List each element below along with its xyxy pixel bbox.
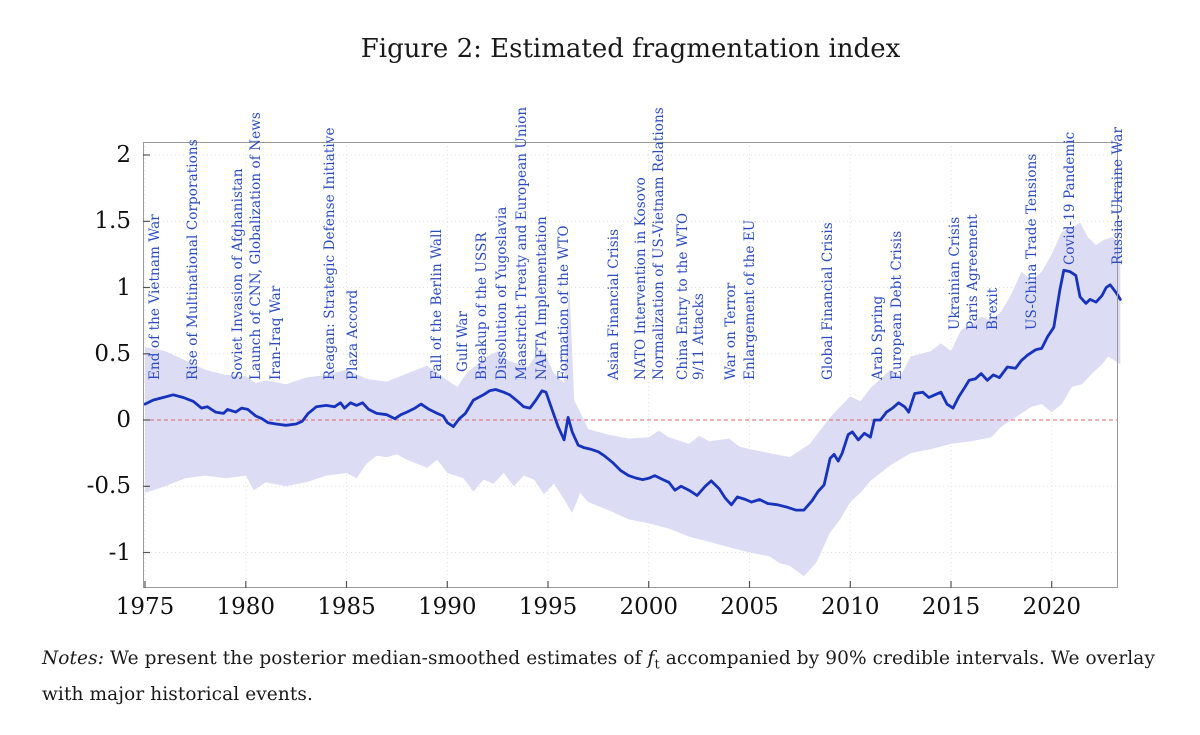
event-label: Iran-Iraq War: [267, 285, 284, 380]
event-label: Normalization of US-Vietnam Relations: [650, 107, 667, 380]
event-label: Plaza Accord: [344, 289, 361, 380]
event-label: Launch of CNN, Globalization of News: [247, 112, 264, 380]
figure-notes: Notes: We present the posterior median-s…: [42, 644, 1177, 709]
event-label: Paris Agreement: [965, 214, 982, 330]
event-label: End of the Vietnam War: [147, 214, 164, 380]
event-label: Gulf War: [455, 310, 472, 372]
x-axis-tick-label: 2000: [619, 594, 679, 620]
y-axis-tick-label: 1.5: [94, 208, 131, 235]
y-axis-tick-label: -1: [108, 539, 131, 566]
event-label: Enlargement of the EU: [741, 219, 758, 380]
x-axis-tick-label: 2015: [921, 594, 981, 620]
y-axis-tick-label: 0: [116, 407, 131, 433]
event-label: NATO Intervention in Kosovo: [632, 177, 649, 380]
x-axis-tick-label: 2020: [1022, 594, 1082, 620]
x-axis-tick-label: 2005: [720, 594, 779, 620]
event-label: China Entry to the WTO: [675, 212, 691, 380]
x-axis-tick-label: 1990: [417, 594, 477, 620]
event-label: European Debt Crisis: [888, 230, 905, 380]
x-axis-tick-label: 1980: [216, 594, 276, 620]
event-label: 9/11 Attacks: [691, 293, 708, 380]
event-label: US-China Trade Tensions: [1023, 153, 1040, 330]
event-label: Soviet Invasion of Afghanistan: [229, 168, 246, 380]
event-label: Breakup of the USSR: [473, 232, 490, 380]
y-axis-tick-label: 1: [116, 274, 131, 301]
event-label: Arab Spring: [870, 295, 887, 380]
math-f-symbol: f: [647, 648, 655, 669]
event-label: Covid-19 Pandemic: [1061, 131, 1078, 265]
event-label: Asian Financial Crisis: [606, 228, 623, 380]
figure-title: Figure 2: Estimated fragmentation index: [360, 34, 901, 64]
event-label: Rise of Multinational Corporations: [185, 139, 202, 380]
event-label: Maastricht Treaty and European Union: [513, 106, 530, 380]
event-label: Fall of the Berlin Wall: [429, 229, 446, 380]
event-label: Ukrainian Crisis: [947, 216, 964, 330]
y-axis-tick-label: -0.5: [86, 473, 131, 500]
y-axis-tick-label: 2: [116, 142, 131, 168]
event-label: Global Financial Crisis: [820, 222, 837, 380]
event-label: NAFTA Implementation: [533, 216, 550, 380]
event-label: Dissolution of Yugoslavia: [493, 206, 510, 380]
notes-label: Notes:: [42, 648, 105, 669]
notes-text-1: We present the posterior median-smoothed…: [110, 648, 642, 669]
math-subscript-t: t: [654, 657, 660, 673]
chart-svg: [143, 142, 1122, 588]
x-axis-tick-label: 2010: [820, 594, 880, 620]
axis-frame: [143, 142, 1118, 588]
event-label: Formation of the WTO: [556, 225, 573, 380]
credible-interval-band: [145, 222, 1121, 577]
x-axis-tick-label: 1975: [115, 594, 175, 620]
event-label: Reagan: Strategic Defense Initiative: [322, 127, 339, 380]
x-axis-tick-label: 1995: [518, 594, 578, 620]
event-label: War on Terror: [723, 282, 740, 380]
notes-text-3: We overlay with major historical events.: [42, 648, 1155, 705]
plot-area: 1975 1980 1985 1990 1995 2000 2005 2010 2015 2020…: [87, 107, 1127, 620]
event-label: Russia-Ukraine War: [1110, 127, 1127, 265]
x-axis-tick-label: 1985: [317, 594, 376, 620]
median-estimate-line: [143, 268, 1122, 512]
notes-text-2: accompanied by 90% credible intervals.: [665, 648, 1045, 669]
y-axis-tick-label: 0.5: [94, 340, 131, 367]
event-label: Brexit: [985, 287, 1002, 330]
